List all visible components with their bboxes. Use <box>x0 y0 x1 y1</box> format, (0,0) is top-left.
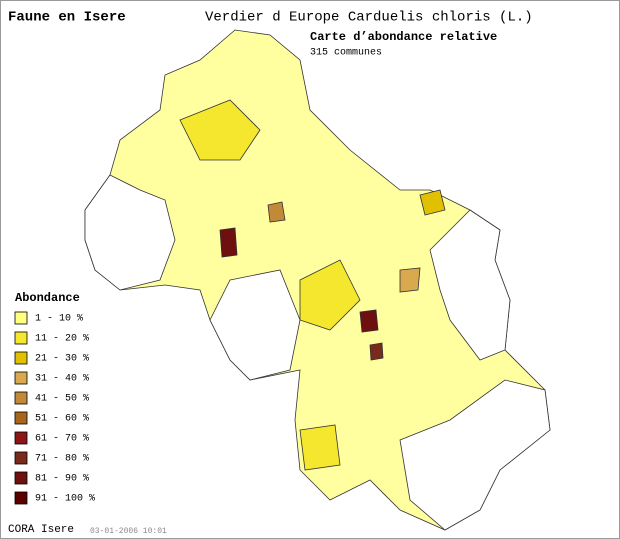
species-name: Verdier d Europe Carduelis chloris (L.) <box>205 10 533 26</box>
legend-label: 71 - 80 % <box>35 454 89 465</box>
commune-area <box>429 209 511 361</box>
legend-label: 51 - 60 % <box>35 414 89 425</box>
commune-area <box>399 267 421 293</box>
legend-label: 41 - 50 % <box>35 394 89 405</box>
legend-swatch <box>14 371 28 385</box>
legend-label: 81 - 90 % <box>35 474 89 485</box>
legend-label: 61 - 70 % <box>35 434 89 445</box>
legend-label: 91 - 100 % <box>35 494 95 505</box>
legend-swatch <box>14 391 28 405</box>
commune-area <box>219 227 238 258</box>
map <box>84 29 551 531</box>
legend-swatch <box>14 411 28 425</box>
legend-swatch <box>14 351 28 365</box>
commune-area <box>369 342 384 361</box>
commune-area <box>267 201 286 223</box>
commune-area <box>299 259 361 331</box>
legend-swatch <box>14 311 28 325</box>
legend-swatch <box>14 451 28 465</box>
commune-area <box>84 174 176 291</box>
legend-swatch <box>14 431 28 445</box>
map-title: Carte d’abondance relative <box>310 30 497 44</box>
footer-source: CORA Isere <box>8 524 74 536</box>
legend-swatch <box>14 471 28 485</box>
legend-swatch <box>14 491 28 505</box>
legend: 1 - 10 % 11 - 20 % 21 - 30 % 31 - 40 % 41 - … <box>14 311 95 505</box>
legend-label: 21 - 30 % <box>35 354 89 365</box>
legend-label: 1 - 10 % <box>35 314 83 325</box>
commune-area <box>399 379 551 531</box>
legend-label: 11 - 20 % <box>35 334 89 345</box>
footer-date: 03-01-2006 10:01 <box>90 527 167 536</box>
commune-area <box>179 99 261 161</box>
page-title: Faune en Isere <box>8 10 126 26</box>
commune-area <box>209 269 301 381</box>
commune-area <box>419 189 446 216</box>
legend-swatch <box>14 331 28 345</box>
commune-area <box>359 309 379 333</box>
legend-label: 31 - 40 % <box>35 374 89 385</box>
map-subtitle: 315 communes <box>310 48 382 59</box>
legend-title: Abondance <box>15 291 80 305</box>
commune-area <box>299 424 341 471</box>
